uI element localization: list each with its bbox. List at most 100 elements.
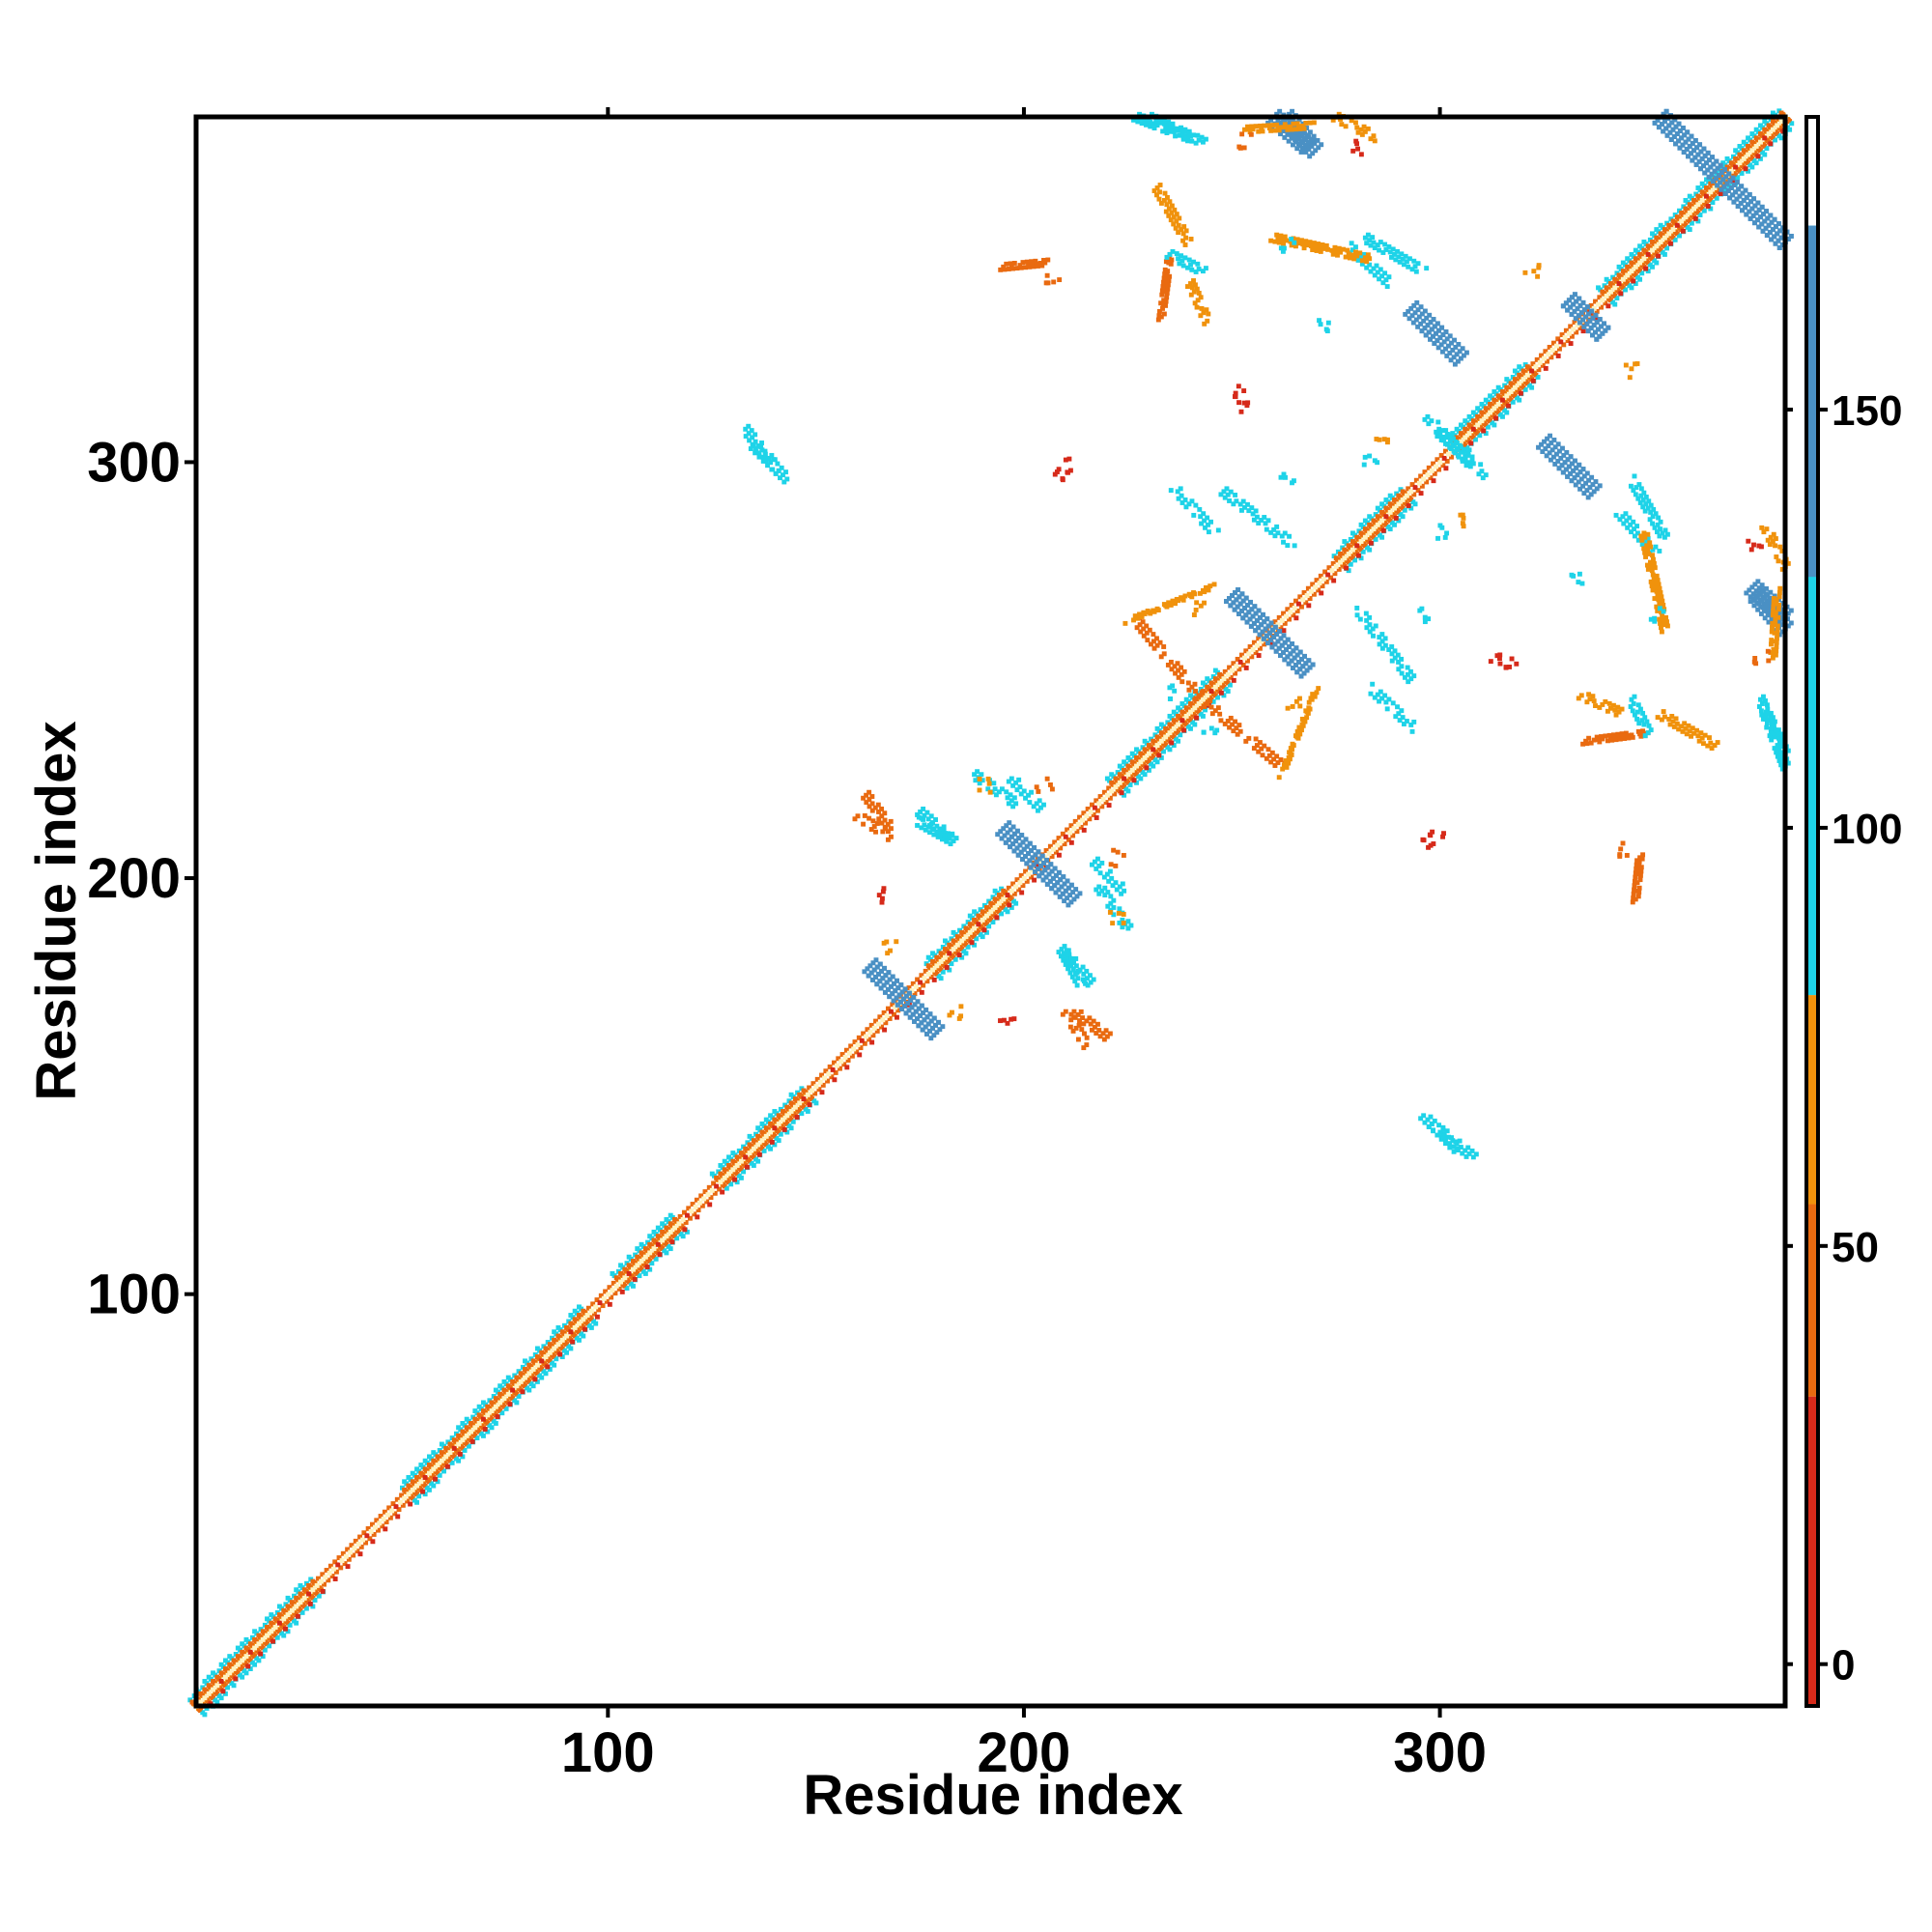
heatmap-cell [1297,594,1303,600]
heatmap-cell [1785,611,1791,616]
heatmap-cell [1440,332,1446,337]
heatmap-cell [874,964,880,970]
heatmap-cell [1668,137,1674,143]
heatmap-cell [642,1270,648,1276]
heatmap-cell [316,1593,322,1599]
heatmap-cell [888,818,894,824]
heatmap-cell [1274,524,1280,529]
heatmap-cell [1733,164,1739,170]
heatmap-cell [550,1352,555,1358]
heatmap-cell [262,1647,268,1653]
heatmap-cell [255,1648,261,1654]
heatmap-cell [1029,789,1035,795]
heatmap-cell [479,1424,485,1429]
heatmap-cell [1569,333,1575,339]
heatmap-cell [517,1386,523,1392]
heatmap-cell [1730,175,1736,181]
heatmap-cell [1635,267,1641,272]
heatmap-cell [1489,403,1494,409]
heatmap-cell [1278,131,1283,137]
heatmap-cell [729,1174,734,1179]
heatmap-cell [1096,863,1102,868]
heatmap-cell [499,1410,505,1416]
heatmap-cell [1296,117,1302,123]
heatmap-cell [451,1445,457,1451]
heatmap-cell [1766,131,1772,136]
heatmap-cell [781,1117,785,1122]
heatmap-cell [1289,602,1294,608]
heatmap-cell [1454,352,1460,357]
heatmap-cell [1425,323,1431,328]
heatmap-cell [963,951,969,956]
heatmap-cell [384,1512,390,1518]
heatmap-cell [823,1068,829,1074]
heatmap-cell [1253,650,1259,655]
heatmap-cell [1580,317,1586,323]
heatmap-cell [634,1269,639,1275]
heatmap-cell [1728,185,1734,190]
heatmap-cell [1435,321,1440,327]
heatmap-cell [406,1492,412,1497]
heatmap-cell [1364,625,1370,631]
heatmap-cell [1243,595,1249,601]
heatmap-cell [1654,243,1660,249]
heatmap-cell [1639,270,1645,276]
heatmap-cell [1318,573,1323,579]
heatmap-cell [1634,530,1640,536]
heatmap-cell [1240,498,1246,504]
heatmap-cell [1281,633,1287,639]
heatmap-cell [1379,534,1385,540]
heatmap-cell [1384,284,1390,290]
heatmap-cell [1705,204,1711,209]
heatmap-cell [1073,887,1079,892]
heatmap-cell [274,1634,280,1640]
heatmap-cell [939,952,945,957]
heatmap-cell [1271,526,1277,532]
heatmap-cell [1387,509,1393,515]
heatmap-cell [1658,519,1663,525]
heatmap-cell [1218,690,1224,696]
heatmap-cell [1387,249,1393,255]
heatmap-cell [1639,542,1645,548]
heatmap-cell [881,1009,887,1015]
heatmap-cell [1758,708,1764,714]
heatmap-cell [1692,137,1698,143]
heatmap-cell [696,1200,702,1206]
heatmap-cell [1404,719,1409,724]
heatmap-cell [1250,613,1256,619]
heatmap-cell [1290,665,1295,670]
heatmap-cell [431,1483,437,1489]
heatmap-cell [635,1263,640,1268]
heatmap-cell [1243,648,1249,654]
heatmap-cell [1158,755,1164,760]
heatmap-cell [1444,354,1450,358]
heatmap-cell [1227,665,1233,670]
heatmap-cell [1047,878,1053,884]
heatmap-cell [1355,257,1361,263]
heatmap-cell [234,1669,240,1675]
heatmap-cell [1451,355,1457,360]
heatmap-cell [1702,200,1708,206]
heatmap-cell [1171,725,1177,731]
heatmap-cell [975,769,980,775]
heatmap-cell [1380,250,1386,255]
heatmap-cell [288,1615,294,1621]
heatmap-cell [1754,136,1760,142]
heatmap-cell [1102,893,1108,898]
heatmap-cell [798,1094,804,1099]
heatmap-cell [1655,522,1661,527]
heatmap-cell [1617,273,1623,279]
heatmap-cell [1182,497,1188,502]
heatmap-cell [1031,804,1037,810]
heatmap-cell [1415,324,1421,329]
heatmap-cell [751,1163,756,1168]
heatmap-cell [1612,301,1618,307]
heatmap-cell [1657,533,1662,539]
heatmap-cell [515,1376,521,1381]
heatmap-cell [1599,324,1604,329]
heatmap-cell [966,937,972,943]
heatmap-cell [598,1293,604,1298]
heatmap-cell [1491,412,1496,418]
heatmap-cell [1710,155,1715,160]
heatmap-cell [1692,199,1698,205]
